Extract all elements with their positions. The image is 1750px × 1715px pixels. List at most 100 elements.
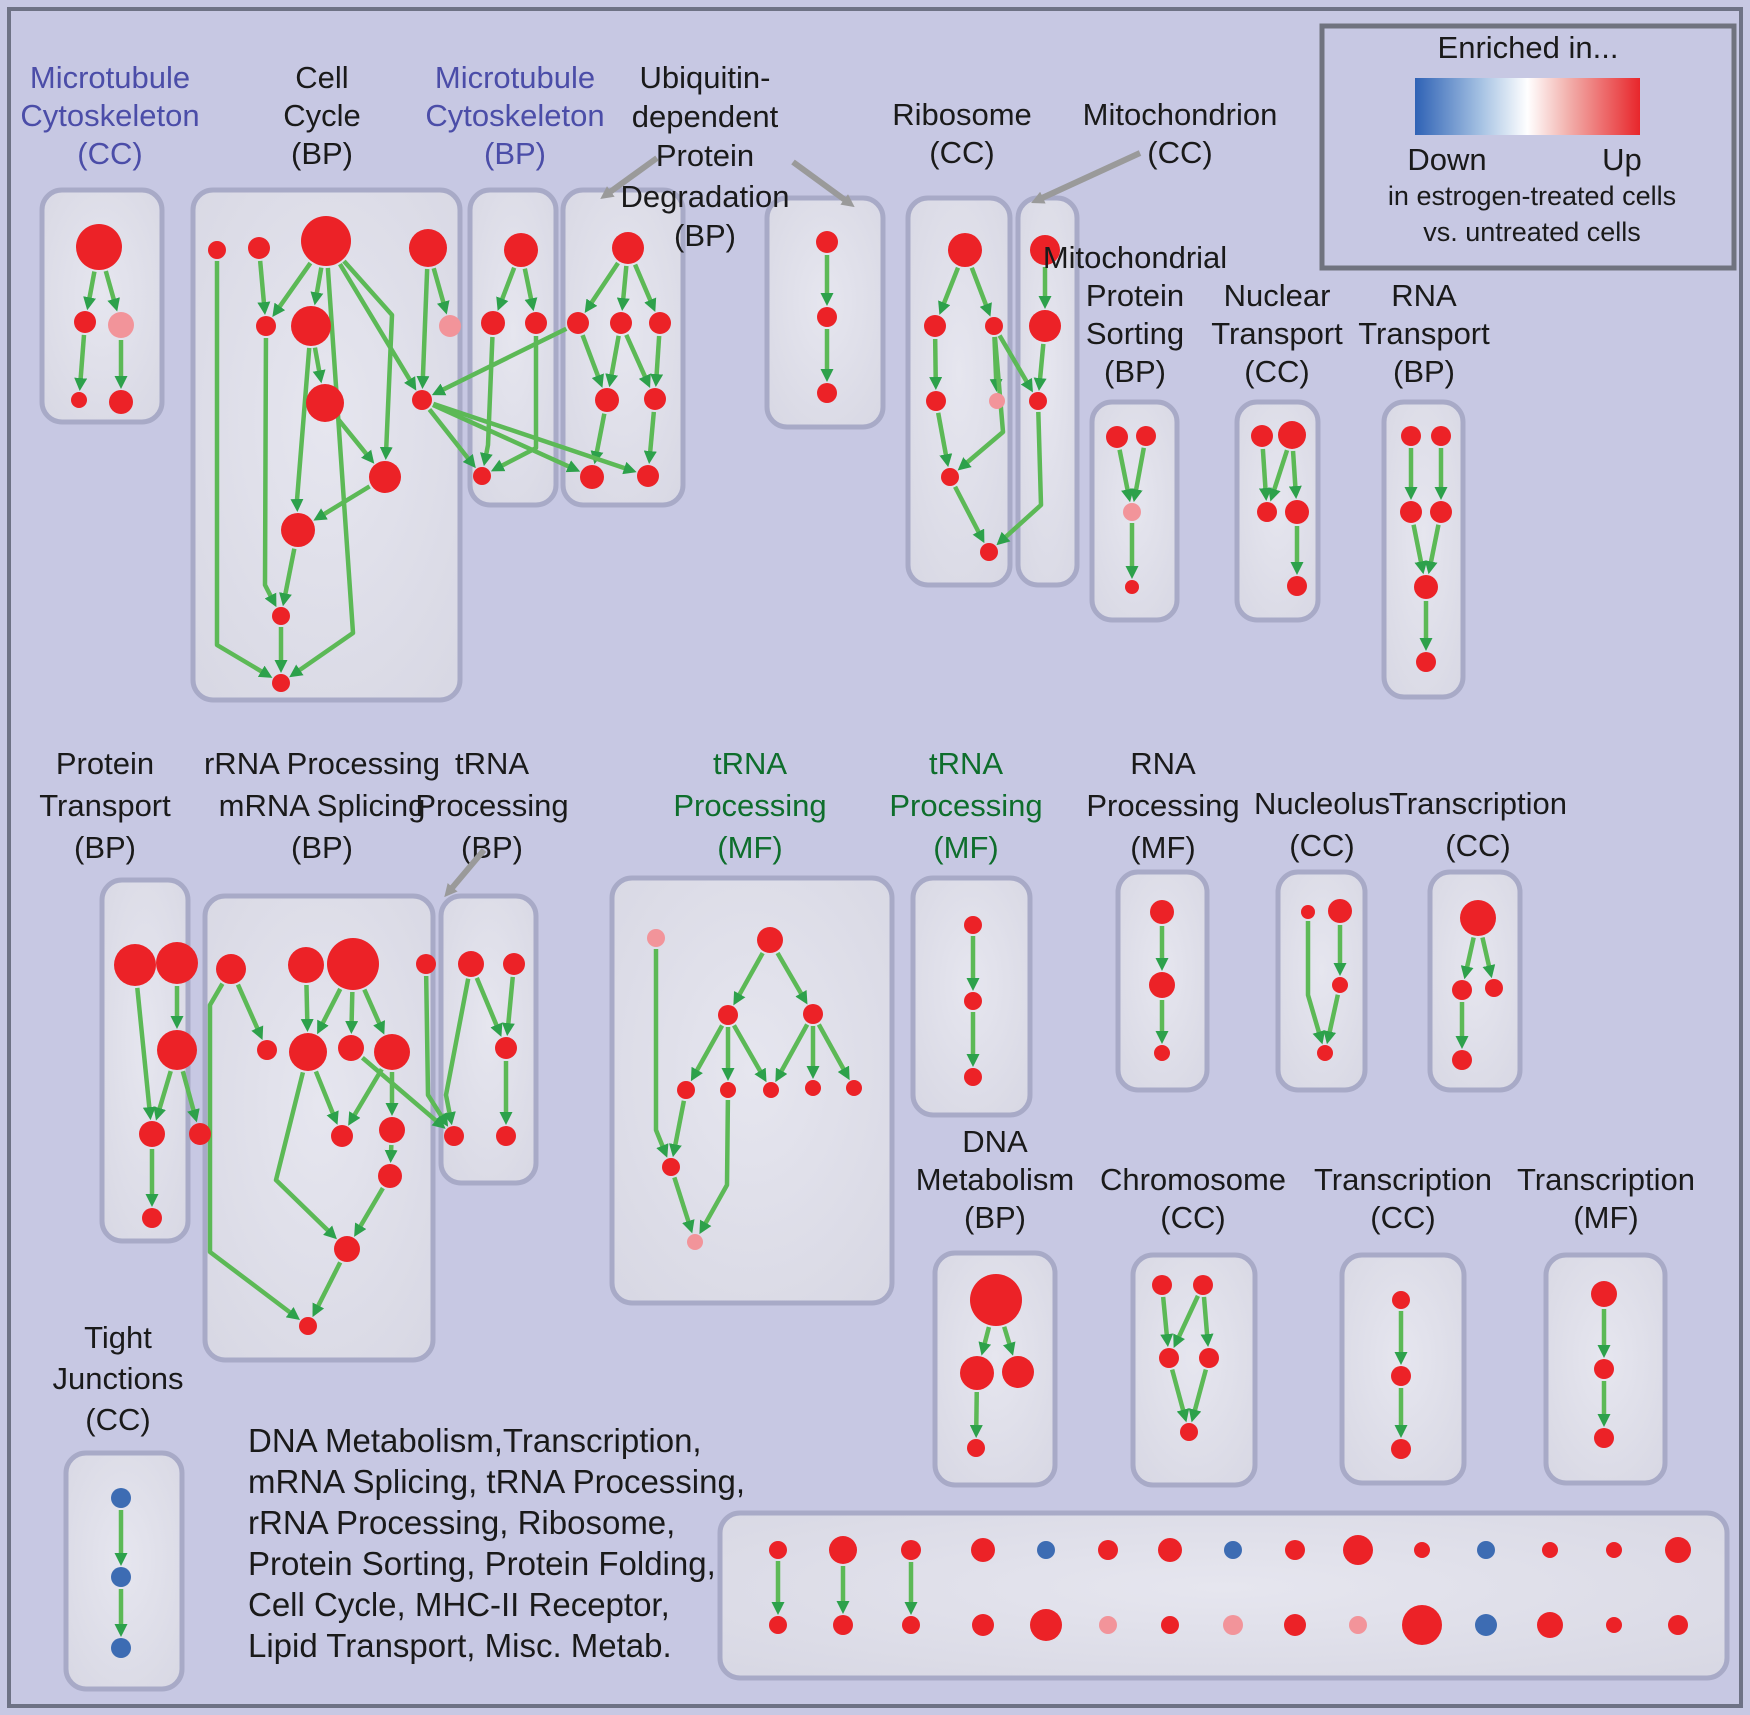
node-trna-processing-mf-1-red xyxy=(720,1082,736,1098)
node-mitochondrial-protein-sorting-bp-pink xyxy=(1123,503,1141,521)
node-cell-cycle-bp-red xyxy=(248,237,270,259)
node-microtubule-cytoskeleton-bp-red xyxy=(504,233,538,267)
node-trna-processing-mf-1-red xyxy=(803,1004,823,1024)
node-transcription-cc-mid-red xyxy=(1460,900,1496,936)
node-nuclear-transport-cc-red xyxy=(1278,421,1306,449)
edge-trna-processing-bp xyxy=(501,976,516,1037)
edge-cell-cycle-bp xyxy=(312,347,326,384)
edge-nuclear-transport-cc xyxy=(1258,448,1272,502)
node-misc-terms-red xyxy=(833,1615,853,1635)
label-ubiquitin-dependent-protein-degradation-bp: dependent xyxy=(632,99,779,134)
node-trna-processing-mf-1-red xyxy=(805,1080,821,1096)
ubiquitin-left-arrow xyxy=(600,155,659,200)
label-protein-transport-bp: Transport xyxy=(39,788,171,823)
node-ubiquitin-degradation-bp-red xyxy=(580,465,604,489)
edge-chromosome-cc xyxy=(1169,1368,1190,1423)
node-microtubule-cytoskeleton-cc-red xyxy=(71,392,87,408)
edge-rrna-processing-mrna-splicing-bp xyxy=(313,1070,339,1125)
edge-cell-cycle-bp xyxy=(262,337,277,608)
label-ubiquitin-dependent-protein-degradation-bp: Ubiquitin- xyxy=(640,60,771,95)
node-mitochondrial-protein-sorting-bp-red xyxy=(1106,426,1128,448)
node-nucleolus-cc-red xyxy=(1332,977,1348,993)
node-protein-transport-bp-red xyxy=(142,1208,162,1228)
node-rna-transport-bp-red xyxy=(1431,426,1451,446)
label-group: MicrotubuleCytoskeleton(CC)CellCycle(BP)… xyxy=(20,60,1695,1437)
node-nucleolus-cc-red xyxy=(1328,899,1352,923)
edge-trna-processing-mf-1 xyxy=(699,1099,731,1235)
node-nucleolus-cc-red xyxy=(1301,905,1315,919)
node-ribosome-cc-red xyxy=(926,391,946,411)
edge-trna-processing-mf-1 xyxy=(653,949,669,1158)
node-mitochondrial-protein-sorting-bp-red xyxy=(1136,426,1156,446)
node-misc-terms-red xyxy=(1158,1538,1182,1562)
panel-cell-cycle-bp xyxy=(190,187,463,703)
node-dna-metabolism-bp-red xyxy=(960,1356,994,1390)
node-cell-cycle-bp-red xyxy=(306,384,344,422)
node-misc-terms-red xyxy=(1030,1609,1062,1641)
edge-rna-transport-bp xyxy=(1424,524,1441,575)
edge-rrna-processing-mrna-splicing-bp xyxy=(362,988,385,1035)
edge-microtubule-cytoskeleton-cc xyxy=(103,270,120,312)
node-misc-terms-pink xyxy=(1223,1615,1243,1635)
node-rrna-processing-mrna-splicing-bp-red xyxy=(331,1125,353,1147)
node-transcription-mf-red xyxy=(1594,1428,1614,1448)
mitochondrion-arrow xyxy=(1031,150,1142,204)
panel-misc-terms xyxy=(717,1510,1730,1681)
label-transcription-cc-mid: (CC) xyxy=(1445,828,1510,863)
label-mitochondrial-protein-sorting-bp: (BP) xyxy=(1104,354,1166,389)
node-microtubule-cytoskeleton-cc-red xyxy=(76,224,122,270)
edge-transcription-cc-mid xyxy=(1460,937,1476,980)
label-rna-transport-bp: Transport xyxy=(1358,316,1490,351)
label-rna-processing-mf: (MF) xyxy=(1130,830,1195,865)
node-trna-processing-mf-1-red xyxy=(846,1080,862,1096)
edge-rrna-processing-mrna-splicing-bp xyxy=(317,987,343,1035)
legend-subtitle-1: in estrogen-treated cells xyxy=(1388,181,1676,211)
edge-ubiquitin-degradation-bp xyxy=(584,261,620,314)
node-misc-terms-red xyxy=(902,1616,920,1634)
label-mitochondrial-protein-sorting-bp: Protein xyxy=(1086,278,1184,313)
panel-group xyxy=(39,187,1730,1692)
edge-rrna-processing-mrna-splicing-bp xyxy=(345,991,359,1035)
label-trna-processing-bp: tRNA xyxy=(455,746,529,781)
cross-edge xyxy=(360,1056,446,1129)
edge-ubiquitin-degradation-bp xyxy=(616,265,630,312)
label-nuclear-transport-cc: (CC) xyxy=(1244,354,1309,389)
node-rna-transport-bp-red xyxy=(1401,426,1421,446)
label-ribosome-cc: Ribosome xyxy=(892,97,1032,132)
node-trna-processing-mf-2-red xyxy=(964,992,982,1010)
edge-trna-processing-mf-1 xyxy=(816,1023,850,1081)
node-ribosome-cc-red xyxy=(980,543,998,561)
label-microtubule-cytoskeleton-bp: (BP) xyxy=(484,136,546,171)
edge-cell-cycle-bp xyxy=(272,261,313,318)
panel-nucleolus-cc xyxy=(1275,869,1368,1093)
node-misc-terms-pink xyxy=(1349,1616,1367,1634)
node-rrna-processing-mrna-splicing-bp-red xyxy=(334,1236,360,1262)
cross-edge xyxy=(432,402,581,473)
edge-ribosome-cc xyxy=(957,336,1006,471)
edge-mitochondrial-protein-sorting-bp xyxy=(1117,449,1134,503)
edge-chromosome-cc xyxy=(1188,1368,1209,1423)
node-cell-cycle-bp-red xyxy=(208,241,226,259)
edge-cell-cycle-bp xyxy=(336,417,375,464)
label-ubiquitin-dependent-protein-degradation-bp: Protein xyxy=(656,138,754,173)
edge-microtubule-cytoskeleton-bp xyxy=(496,266,517,311)
node-trna-processing-bp-red xyxy=(444,1126,464,1146)
node-misc-terms-red xyxy=(1606,1617,1622,1633)
label-microtubule-cytoskeleton-bp: Cytoskeleton xyxy=(425,98,604,133)
label-transcription-cc-bottom: Transcription xyxy=(1314,1162,1492,1197)
node-rrna-processing-mrna-splicing-bp-red xyxy=(416,954,436,974)
edge-protein-transport-bp xyxy=(180,1070,200,1123)
node-ribosome-cc-red xyxy=(985,317,1003,335)
node-ubiquitin-degradation-bp-red xyxy=(595,388,619,412)
node-misc-terms-red xyxy=(1284,1614,1306,1636)
node-transcription-cc-mid-red xyxy=(1452,1050,1472,1070)
edge-rrna-processing-mrna-splicing-bp xyxy=(354,1186,385,1237)
label-microtubule-cytoskeleton-cc: Microtubule xyxy=(30,60,190,95)
edge-cell-cycle-bp xyxy=(290,347,312,513)
edge-ubiquitin-degradation-bp xyxy=(605,335,621,388)
node-protein-transport-bp-red xyxy=(157,1030,197,1070)
node-nucleolus-cc-red xyxy=(1317,1045,1333,1061)
node-trna-processing-mf-1-red xyxy=(757,927,783,953)
node-misc-terms-red xyxy=(1668,1615,1688,1635)
